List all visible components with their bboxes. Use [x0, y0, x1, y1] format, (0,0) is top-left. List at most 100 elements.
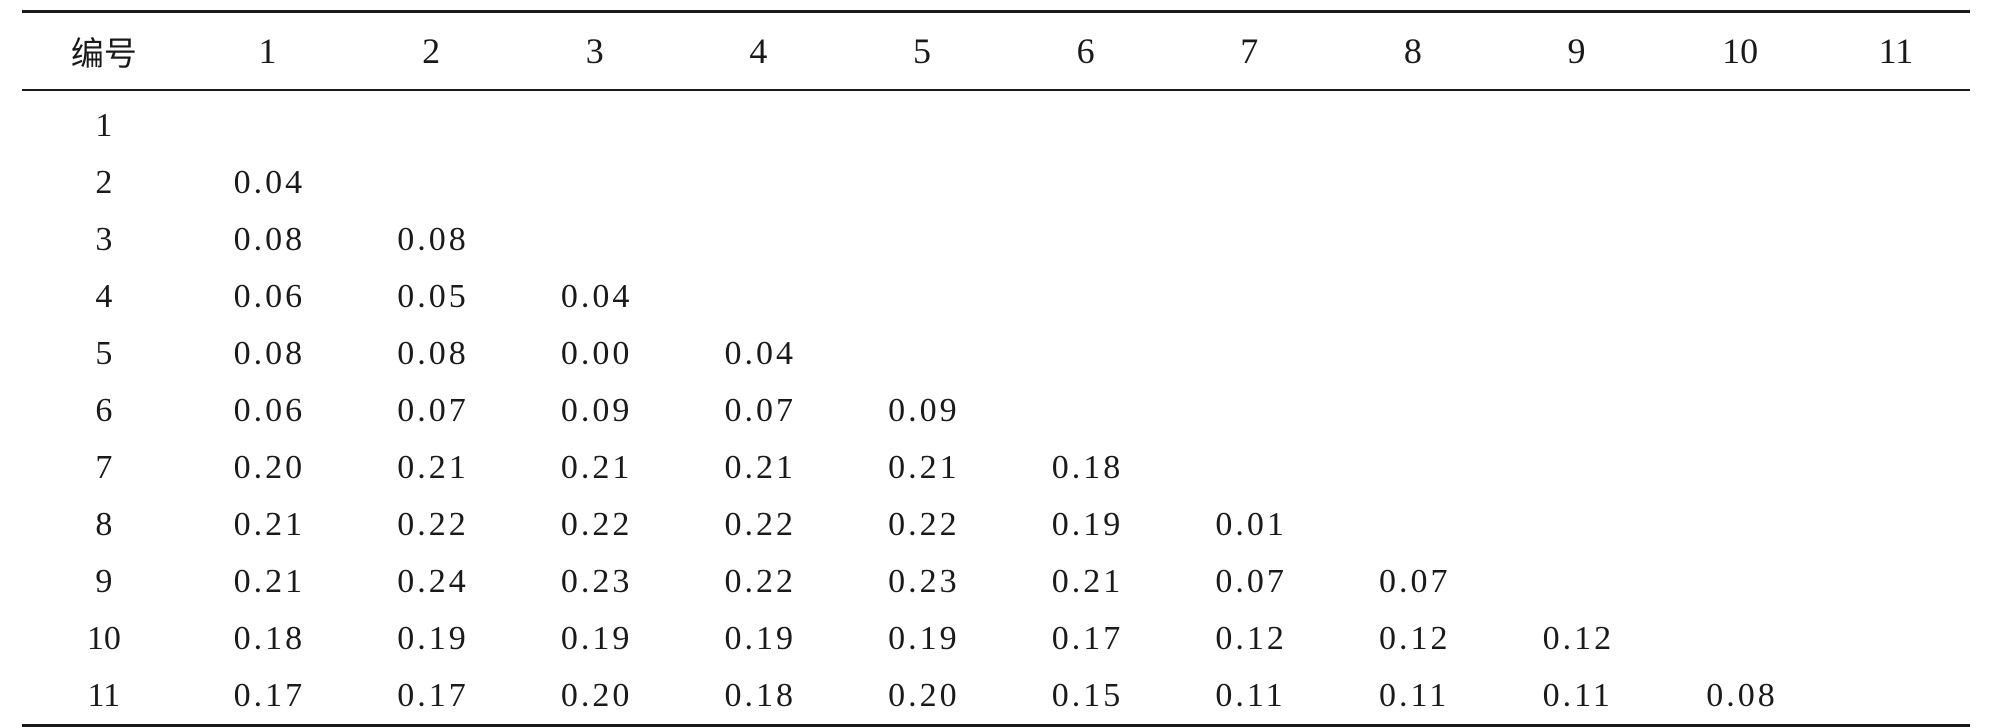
table-cell: [1331, 382, 1495, 439]
table-cell: [1004, 268, 1168, 325]
table-cell: 0.09: [888, 391, 960, 429]
table-cell: 0.17: [349, 667, 513, 727]
table-cell: [1495, 211, 1659, 268]
table-cell: 0.08: [397, 334, 469, 372]
table-cell: [840, 211, 1004, 268]
row-id: 1: [95, 106, 113, 144]
table-cell: 0.21: [233, 562, 306, 600]
table-cell: [840, 268, 1004, 325]
table-cell: [186, 90, 350, 154]
table-cell: [1658, 268, 1822, 325]
row-id: 11: [22, 667, 186, 727]
table-cell: [513, 154, 677, 211]
table-cell: [1658, 439, 1822, 496]
table-cell: 0.24: [397, 562, 469, 600]
table-row: 11 0.17 0.17 0.20 0.18 0.20 0.15 0.11 0.11 0.11 0.…: [22, 667, 1970, 727]
column-header: 7: [1167, 10, 1331, 91]
table-cell: [1495, 439, 1659, 496]
table-row: 8 0.21 0.22 0.22 0.22 0.22 0.19 0.01: [22, 496, 1970, 553]
table-cell: 0.22: [888, 505, 960, 543]
table-body: 1 2 0.04 3 0.08 0.08 4 0.06 0.05 0.04 5 0.08 0.08 0.0…: [22, 90, 1970, 727]
table-cell: 0.21: [888, 448, 960, 486]
column-header: 10: [1658, 10, 1822, 91]
table-cell: [1495, 268, 1659, 325]
table-cell: [1004, 90, 1168, 154]
row-id: 8: [95, 505, 113, 543]
table-cell: [1004, 211, 1168, 268]
table-cell: 0.17: [185, 667, 350, 727]
table-cell: [1658, 553, 1822, 610]
table-cell: 0.21: [724, 448, 796, 486]
table-cell: [1167, 90, 1331, 154]
table-cell: 0.07: [1215, 562, 1287, 600]
table-cell: [1331, 439, 1495, 496]
column-header: 1: [185, 10, 350, 91]
table-cell: 0.22: [560, 505, 633, 543]
table-cell: [1822, 325, 1970, 382]
table-cell: 0.12: [1215, 619, 1287, 657]
table-row: 4 0.06 0.05 0.04: [22, 268, 1970, 325]
table-cell: [1495, 325, 1659, 382]
table-cell: 0.21: [560, 448, 633, 486]
table-cell: [1822, 211, 1970, 268]
table-cell: [349, 90, 513, 154]
table-cell: [1495, 154, 1659, 211]
table-cell: 0.04: [233, 163, 306, 201]
column-header: 6: [1003, 10, 1168, 91]
table-cell: [513, 211, 677, 268]
table-row: 7 0.20 0.21 0.21 0.21 0.21 0.18: [22, 439, 1970, 496]
column-header: 5: [840, 10, 1004, 91]
table-cell: [677, 268, 841, 325]
table-cell: [1822, 610, 1970, 667]
table-cell: 0.08: [233, 334, 306, 372]
distance-matrix-table: 编号 1 2 3 4 5 6 7 8 9 10 11 1 2 0.04 3 0.08 0.08 4 0.06 0.0…: [22, 10, 1970, 727]
table-cell: [1821, 667, 1970, 727]
table-cell: 0.23: [560, 562, 633, 600]
table-cell: [840, 154, 1004, 211]
column-header: 11: [1821, 10, 1970, 91]
row-id: 4: [95, 277, 113, 315]
row-id: 2: [95, 163, 113, 201]
table-cell: 0.07: [724, 391, 796, 429]
table-cell: 0.11: [1494, 667, 1659, 727]
table-cell: [1822, 496, 1970, 553]
table-row: 5 0.08 0.08 0.00 0.04: [22, 325, 1970, 382]
table-cell: 0.09: [560, 391, 633, 429]
table-row: 6 0.06 0.07 0.09 0.07 0.09: [22, 382, 1970, 439]
table-cell: 0.06: [233, 391, 306, 429]
header-row: 编号 1 2 3 4 5 6 7 8 9 10 11: [22, 10, 1970, 91]
table-cell: [1331, 496, 1495, 553]
table-cell: [1822, 268, 1970, 325]
table-cell: [1331, 154, 1495, 211]
table-cell: [1167, 439, 1331, 496]
table-cell: 0.11: [1167, 667, 1331, 727]
table-cell: 0.15: [1003, 667, 1168, 727]
table-row: 3 0.08 0.08: [22, 211, 1970, 268]
table-cell: 0.12: [1379, 619, 1451, 657]
column-header: 9: [1494, 10, 1659, 91]
table-cell: 0.04: [724, 334, 796, 372]
table-cell: 0.17: [1051, 619, 1124, 657]
table-cell: 0.05: [397, 277, 469, 315]
table-cell: [1495, 553, 1659, 610]
table-cell: [1004, 325, 1168, 382]
table-cell: 0.01: [1215, 505, 1287, 543]
table-row: 9 0.21 0.24 0.23 0.22 0.23 0.21 0.07 0.07: [22, 553, 1970, 610]
table-cell: [1822, 90, 1970, 154]
column-header: 2: [349, 10, 513, 91]
table-cell: 0.12: [1542, 619, 1615, 657]
table-cell: [1167, 211, 1331, 268]
table-cell: [1331, 211, 1495, 268]
table-cell: [1658, 382, 1822, 439]
table-cell: 0.19: [888, 619, 960, 657]
table-cell: 0.06: [233, 277, 306, 315]
table-cell: [349, 154, 513, 211]
table-cell: 0.19: [397, 619, 469, 657]
table-cell: 0.08: [233, 220, 306, 258]
table-cell: [1822, 553, 1970, 610]
table-cell: [1167, 268, 1331, 325]
row-id: 10: [86, 619, 121, 657]
table-cell: 0.20: [233, 448, 306, 486]
table-cell: 0.00: [560, 334, 633, 372]
table-cell: [1167, 382, 1331, 439]
